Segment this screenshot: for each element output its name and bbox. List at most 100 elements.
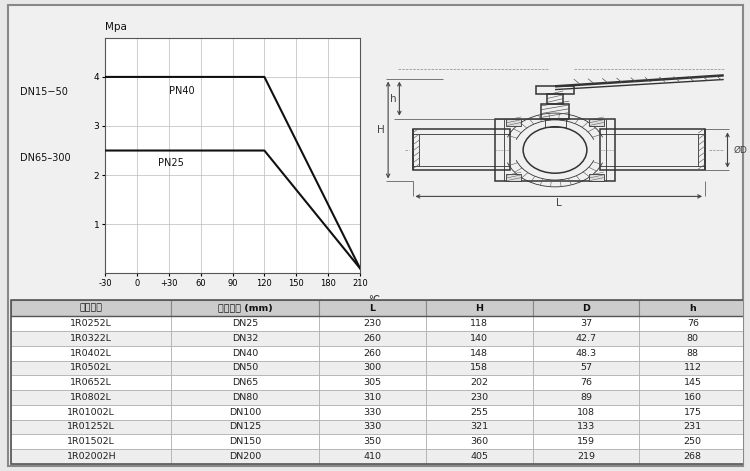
Bar bbox=[320, 361, 426, 375]
Bar bbox=[640, 346, 746, 361]
Bar bbox=[171, 420, 320, 434]
Bar bbox=[320, 317, 426, 331]
Bar bbox=[171, 390, 320, 405]
Bar bbox=[532, 300, 640, 317]
Text: 310: 310 bbox=[364, 393, 382, 402]
Text: 305: 305 bbox=[364, 378, 382, 387]
Bar bbox=[320, 434, 426, 449]
Bar bbox=[600, 130, 705, 171]
Bar bbox=[426, 361, 532, 375]
Bar bbox=[171, 346, 320, 361]
Bar bbox=[640, 300, 746, 317]
Bar bbox=[640, 434, 746, 449]
Text: 268: 268 bbox=[684, 452, 702, 461]
Text: DN25: DN25 bbox=[232, 319, 258, 328]
Bar bbox=[426, 390, 532, 405]
Bar bbox=[589, 174, 604, 181]
Bar bbox=[320, 331, 426, 346]
Bar bbox=[589, 119, 604, 126]
Bar bbox=[171, 361, 320, 375]
Text: 1R02002H: 1R02002H bbox=[67, 452, 116, 461]
Text: 321: 321 bbox=[470, 422, 488, 431]
Text: 48.3: 48.3 bbox=[575, 349, 596, 357]
Bar bbox=[171, 405, 320, 420]
Text: 133: 133 bbox=[577, 422, 596, 431]
Text: 260: 260 bbox=[364, 334, 382, 343]
Bar bbox=[640, 361, 746, 375]
Text: DN32: DN32 bbox=[232, 334, 259, 343]
Bar bbox=[171, 331, 320, 346]
FancyBboxPatch shape bbox=[8, 5, 742, 466]
Bar bbox=[426, 375, 532, 390]
Text: 112: 112 bbox=[684, 364, 702, 373]
Bar bbox=[640, 317, 746, 331]
Bar bbox=[426, 449, 532, 464]
Bar bbox=[544, 119, 566, 127]
Text: H: H bbox=[376, 125, 385, 135]
Text: 37: 37 bbox=[580, 319, 592, 328]
Text: 405: 405 bbox=[470, 452, 488, 461]
Text: DN80: DN80 bbox=[232, 393, 258, 402]
Bar bbox=[171, 375, 320, 390]
Text: D: D bbox=[582, 304, 590, 313]
Text: h: h bbox=[390, 94, 396, 104]
Text: 42.7: 42.7 bbox=[575, 334, 596, 343]
Text: 118: 118 bbox=[470, 319, 488, 328]
Bar bbox=[506, 174, 521, 181]
Bar bbox=[532, 449, 640, 464]
Text: ℃: ℃ bbox=[368, 295, 380, 305]
Bar bbox=[426, 317, 532, 331]
Bar bbox=[320, 449, 426, 464]
Bar bbox=[11, 361, 171, 375]
Bar bbox=[320, 375, 426, 390]
Text: 1R0402L: 1R0402L bbox=[70, 349, 112, 357]
Text: 1R0802L: 1R0802L bbox=[70, 393, 112, 402]
Text: DN50: DN50 bbox=[232, 364, 258, 373]
Bar bbox=[532, 420, 640, 434]
Text: PN40: PN40 bbox=[169, 86, 194, 96]
Bar bbox=[532, 317, 640, 331]
Bar bbox=[171, 449, 320, 464]
Text: 产品型号: 产品型号 bbox=[80, 304, 103, 313]
Text: Mpa: Mpa bbox=[105, 22, 127, 32]
Bar bbox=[536, 86, 574, 94]
Bar bbox=[532, 346, 640, 361]
Text: 76: 76 bbox=[687, 319, 699, 328]
Bar bbox=[640, 390, 746, 405]
Text: DN100: DN100 bbox=[229, 408, 261, 417]
Text: 159: 159 bbox=[577, 437, 595, 446]
Bar bbox=[532, 405, 640, 420]
Bar bbox=[640, 405, 746, 420]
Text: 89: 89 bbox=[580, 393, 592, 402]
Text: DN150: DN150 bbox=[229, 437, 261, 446]
Bar bbox=[320, 405, 426, 420]
Text: 148: 148 bbox=[470, 349, 488, 357]
Text: 300: 300 bbox=[364, 364, 382, 373]
Bar bbox=[11, 405, 171, 420]
Text: 231: 231 bbox=[684, 422, 702, 431]
Bar bbox=[320, 346, 426, 361]
Text: 260: 260 bbox=[364, 349, 382, 357]
Text: 230: 230 bbox=[364, 319, 382, 328]
Text: 410: 410 bbox=[364, 452, 382, 461]
Text: 175: 175 bbox=[684, 408, 702, 417]
Bar bbox=[532, 331, 640, 346]
Text: H: H bbox=[476, 304, 483, 313]
Text: 1R0252L: 1R0252L bbox=[70, 319, 112, 328]
Text: 1R01002L: 1R01002L bbox=[68, 408, 116, 417]
Bar bbox=[11, 317, 171, 331]
Text: 230: 230 bbox=[470, 393, 488, 402]
Text: 158: 158 bbox=[470, 364, 488, 373]
Text: 80: 80 bbox=[687, 334, 699, 343]
Text: 76: 76 bbox=[580, 378, 592, 387]
Text: DN40: DN40 bbox=[232, 349, 258, 357]
Bar bbox=[532, 434, 640, 449]
Bar bbox=[11, 300, 171, 317]
Bar bbox=[11, 420, 171, 434]
Bar bbox=[171, 434, 320, 449]
Bar bbox=[11, 375, 171, 390]
Text: 1R01252L: 1R01252L bbox=[68, 422, 116, 431]
Text: 140: 140 bbox=[470, 334, 488, 343]
Bar bbox=[11, 346, 171, 361]
Bar bbox=[426, 346, 532, 361]
